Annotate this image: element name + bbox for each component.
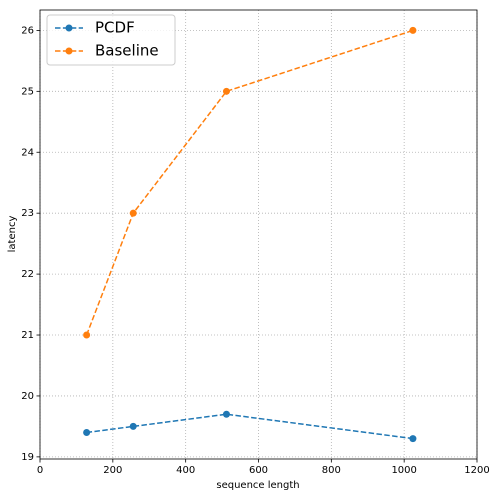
data-point: [129, 209, 137, 217]
plot-frame: [39, 9, 478, 460]
x-tick-label: 1200: [464, 465, 489, 476]
x-axis-label: sequence length: [216, 480, 299, 491]
legend-marker: [65, 47, 73, 55]
data-point: [222, 87, 230, 95]
legend: PCDF Baseline: [46, 14, 176, 66]
data-point: [222, 410, 230, 418]
x-tick-label: 400: [176, 465, 195, 476]
y-axis-label: latency: [7, 216, 18, 253]
x-tick-label: 1000: [391, 465, 416, 476]
legend-label: PCDF: [95, 19, 135, 37]
data-point: [409, 26, 417, 34]
x-tick-label: 800: [322, 465, 341, 476]
y-tick-label: 22: [21, 269, 34, 280]
series-line: [85, 29, 414, 336]
x-tick-label: 600: [249, 465, 268, 476]
x-tick-label: 200: [103, 465, 122, 476]
y-tick-label: 26: [21, 25, 34, 36]
y-tick-label: 20: [21, 391, 34, 402]
y-tick-label: 19: [21, 452, 34, 463]
data-point: [83, 428, 91, 436]
y-tick-label: 24: [21, 147, 34, 158]
legend-label: Baseline: [95, 42, 159, 60]
y-tick-label: 23: [21, 208, 34, 219]
data-point: [83, 331, 91, 339]
data-point: [129, 422, 137, 430]
y-tick-label: 25: [21, 86, 34, 97]
x-tick-label: 0: [37, 465, 43, 476]
legend-marker: [65, 24, 73, 32]
y-tick-label: 21: [21, 330, 34, 341]
data-point: [409, 435, 417, 443]
